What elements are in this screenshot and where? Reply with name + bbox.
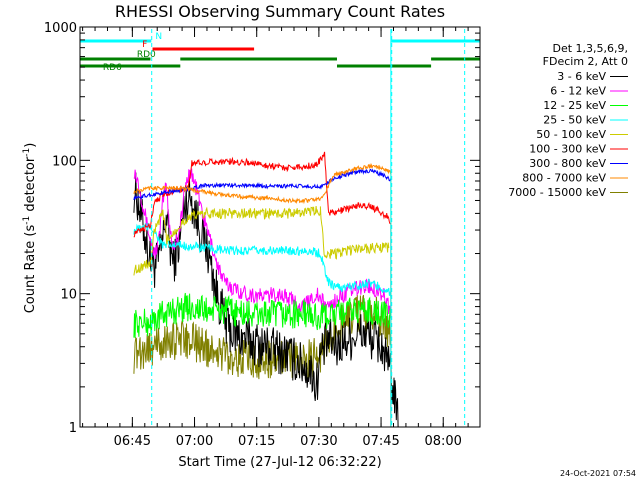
axes: 1 10 100 1000 06:45 07:00 07:15 07:30 07:45 08:00 [44, 21, 480, 449]
legend-entry-label: 3 - 6 keV [557, 70, 606, 83]
series-line [133, 292, 392, 338]
series-line [133, 206, 390, 276]
y-axis-title-part: ) [23, 143, 38, 148]
series-line [133, 163, 392, 427]
flag-label: F [142, 40, 147, 50]
legend-entry-label: 300 - 800 keV [529, 157, 606, 170]
plot-frame [79, 26, 481, 428]
x-tick-label: 07:45 [362, 434, 399, 449]
y-axis-title-part: detector [23, 156, 38, 216]
flag-label: N [155, 32, 162, 42]
y-axis-title-exponent: -1 [22, 216, 32, 225]
legend-entry-label: 100 - 300 keV [529, 143, 606, 156]
generated-timestamp: 24-Oct-2021 07:54 [560, 469, 636, 478]
legend-entry-label: 25 - 50 keV [543, 114, 606, 127]
legend-entry-label: 7000 - 15000 keV [508, 186, 606, 199]
x-tick-label: 07:00 [176, 434, 213, 449]
legend: Det 1,3,5,6,9,FDecim 2, Att 0 3 - 6 keV 6 … [508, 42, 628, 199]
x-axis-title: Start Time (27-Jul-12 06:32:22) [178, 455, 381, 470]
flag-label: RD0 [137, 50, 156, 60]
y-tick-label: 10 [60, 288, 77, 303]
data-traces [133, 151, 400, 428]
y-axis-title-exponent: -1 [22, 148, 32, 157]
x-tick-label: 06:45 [114, 434, 151, 449]
legend-header: FDecim 2, Att 0 [543, 55, 628, 68]
legend-entry-label: 6 - 12 keV [550, 85, 606, 98]
legend-entry-label: 12 - 25 keV [543, 99, 606, 112]
x-tick-label: 08:00 [424, 434, 461, 449]
chart-title: RHESSI Observing Summary Count Rates [115, 2, 445, 21]
legend-header: Det 1,3,5,6,9, [552, 42, 628, 55]
x-tick-label: 07:15 [238, 434, 275, 449]
series-line [133, 172, 400, 428]
series-line [133, 168, 392, 315]
x-tick-label: 07:30 [300, 434, 337, 449]
legend-entry-label: 50 - 100 keV [536, 128, 606, 141]
y-axis-title-part: Count Rate (s [23, 225, 38, 314]
y-axis-title: Count Rate (s-1 detector-1) [22, 143, 38, 314]
legend-entry-label: 800 - 7000 keV [522, 172, 606, 185]
y-tick-label: 100 [52, 154, 77, 169]
series-line [133, 168, 392, 201]
series-line [133, 222, 392, 297]
y-tick-label: 1 [69, 421, 77, 436]
series-line [133, 151, 392, 427]
flag-label: RD6 [103, 63, 122, 73]
y-tick-label: 1000 [44, 21, 77, 36]
